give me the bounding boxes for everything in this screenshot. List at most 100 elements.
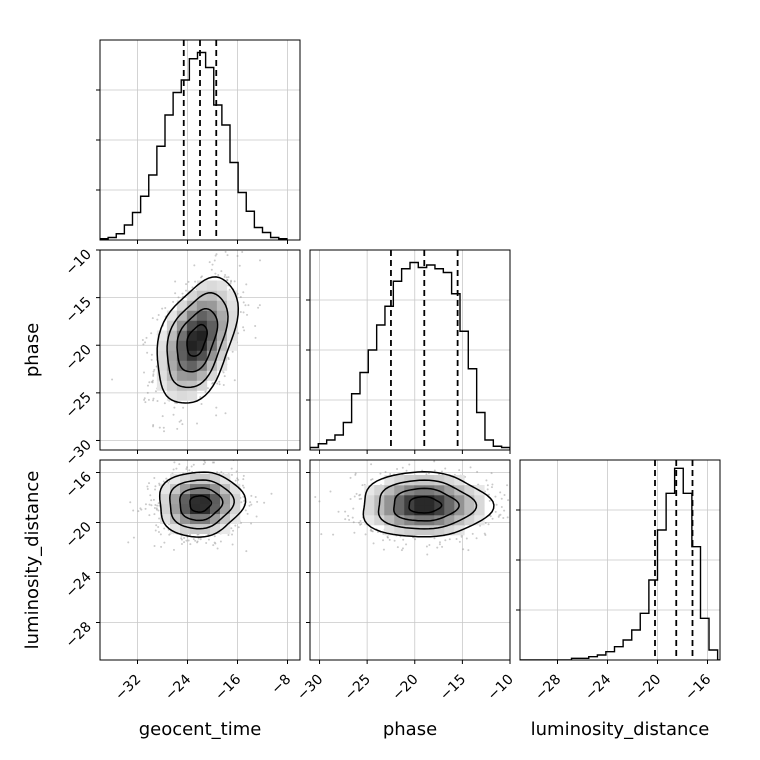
scatter-point	[462, 548, 465, 551]
scatter-point	[146, 384, 149, 387]
scatter-point	[352, 507, 355, 510]
contour-2	[158, 471, 247, 538]
xlabel-geocent-time: geocent_time	[139, 719, 262, 740]
scatter-point	[483, 532, 486, 535]
scatter-point	[444, 467, 447, 470]
density-cell	[210, 473, 221, 485]
scatter-point	[127, 541, 130, 544]
density-cell	[196, 320, 208, 331]
scatter-point	[359, 493, 362, 496]
scatter-point	[215, 253, 218, 256]
density-cell	[166, 360, 178, 371]
density-cell	[180, 493, 191, 505]
scatter-point	[359, 519, 362, 522]
density-cell	[444, 515, 455, 526]
density-cell	[156, 350, 168, 361]
scatter-point	[512, 518, 514, 520]
scatter-point	[150, 332, 153, 335]
contour-1	[393, 487, 460, 522]
scatter-point	[183, 541, 186, 544]
scatter-point	[176, 427, 179, 430]
scatter-point	[230, 467, 233, 470]
scatter-point	[245, 283, 248, 286]
density-cell	[160, 513, 171, 525]
density-cell	[364, 515, 375, 526]
density-cell	[444, 505, 455, 516]
scatter-point	[154, 485, 157, 488]
scatter-point	[421, 469, 424, 472]
scatter-point	[230, 473, 233, 476]
scatter-point	[521, 484, 523, 486]
scatter-point	[386, 535, 389, 538]
tick-label-phase: −20	[389, 672, 421, 704]
density-cell	[374, 515, 385, 526]
density-cell	[166, 330, 178, 341]
scatter-point	[224, 412, 227, 415]
scatter-point	[241, 484, 244, 487]
scatter-point	[146, 488, 149, 491]
scatter-point	[486, 488, 489, 491]
density-cell	[176, 350, 188, 361]
scatter-point	[393, 539, 396, 542]
density-cell	[364, 485, 375, 496]
scatter-point	[234, 524, 237, 527]
scatter-point	[371, 530, 374, 533]
density-cell	[196, 300, 208, 311]
density-cell	[454, 505, 465, 516]
scatter-point	[256, 500, 259, 503]
scatter-point	[196, 422, 199, 425]
scatter-point	[239, 311, 242, 314]
scatter-point	[241, 250, 244, 253]
density-cell	[434, 505, 445, 516]
scatter-point	[216, 382, 219, 385]
joint-geocent_time-luminosity_distance	[127, 460, 273, 553]
scatter-point	[159, 533, 162, 536]
scatter-point	[152, 424, 155, 427]
scatter-point	[239, 295, 242, 298]
density-cell	[196, 340, 208, 351]
density-cell	[216, 350, 228, 361]
scatter-point	[144, 341, 147, 344]
density-cell	[206, 300, 218, 311]
scatter-point	[144, 507, 147, 510]
density-cell	[186, 360, 198, 371]
scatter-point	[144, 503, 147, 506]
scatter-point	[158, 482, 161, 485]
scatter-point	[140, 508, 143, 511]
density-cell	[170, 523, 181, 535]
density-cell	[170, 493, 181, 505]
density-cell	[176, 300, 188, 311]
scatter-point	[185, 283, 188, 286]
density-cell	[364, 495, 375, 506]
scatter-point	[214, 542, 217, 545]
scatter-point	[500, 497, 503, 500]
density-cell	[216, 300, 228, 311]
scatter-point	[254, 336, 257, 339]
density-cell	[176, 370, 188, 381]
density-cell	[166, 350, 178, 361]
scatter-point	[215, 406, 218, 409]
scatter-point	[213, 461, 216, 464]
scatter-point	[448, 538, 451, 541]
scatter-point	[153, 506, 156, 509]
histogram-phase	[310, 250, 510, 450]
scatter-point	[175, 467, 178, 470]
density-cell	[176, 390, 188, 401]
scatter-point	[213, 535, 216, 538]
scatter-point	[263, 501, 266, 504]
scatter-point	[427, 472, 430, 475]
scatter-point	[146, 351, 149, 354]
scatter-point	[426, 553, 429, 556]
scatter-point	[150, 504, 153, 507]
scatter-point	[154, 503, 157, 506]
scatter-point	[227, 534, 230, 537]
scatter-point	[401, 547, 404, 550]
scatter-point	[506, 484, 509, 487]
scatter-point	[111, 378, 114, 381]
scatter-point	[154, 529, 157, 532]
scatter-point	[389, 473, 392, 476]
scatter-point	[158, 426, 161, 429]
scatter-point	[242, 311, 245, 314]
scatter-point	[187, 280, 190, 283]
density-cell	[230, 493, 241, 505]
